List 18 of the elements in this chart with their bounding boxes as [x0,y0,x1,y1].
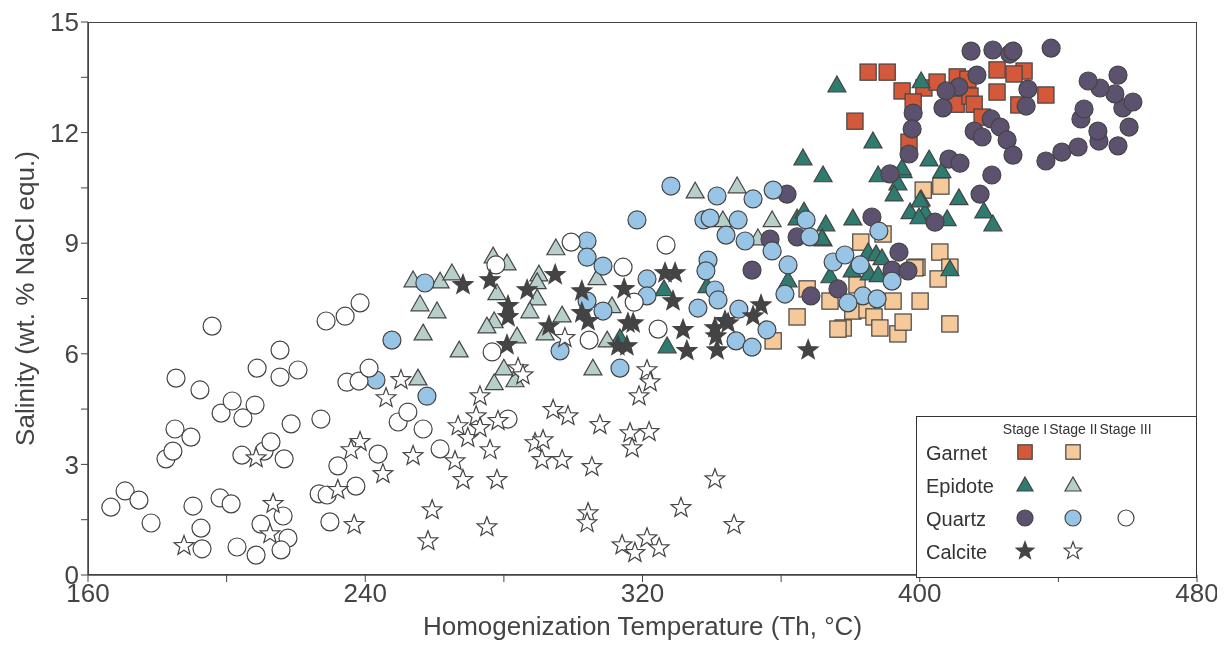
x-tick-label: 240 [343,578,387,609]
annotation: Stage I [1002,421,1048,437]
y-tick-label: 15 [50,7,79,38]
x-tick-label: 480 [1175,578,1219,609]
y-tick-label: 12 [50,117,79,148]
y-tick-label: 3 [64,449,79,480]
legend-label: Epidote [925,474,995,499]
legend-label: Garnet [925,441,989,466]
y-tick-label: 6 [64,339,79,370]
annotation: Stage II [1049,421,1098,437]
x-tick-label: 320 [620,578,665,609]
y-axis-title: Salinity (wt. % NaCl equ.) [10,151,40,446]
x-tick-label: 400 [898,578,942,609]
x-axis-title: Homogenization Temperature (Th, °C) [422,611,863,641]
y-tick-label: 9 [64,228,79,259]
legend-label: Quartz [925,507,988,532]
legend-label: Calcite [925,540,989,565]
annotation: Stage III [1099,421,1152,437]
